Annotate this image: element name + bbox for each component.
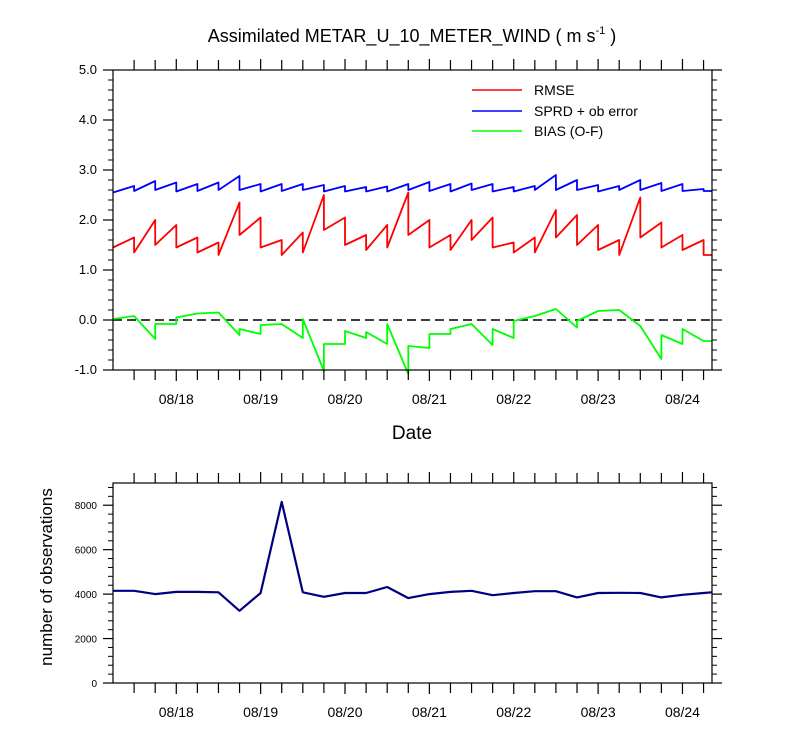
- chart-title: Assimilated METAR_U_10_METER_WIND ( m s-…: [208, 25, 617, 47]
- top-x-axis: 08/18 08/19 08/20 08/21 08/22 08/23 08/24: [133, 59, 705, 407]
- x-tick-label: 08/18: [159, 391, 194, 407]
- y-tick-label: 4.0: [79, 112, 97, 127]
- x-axis-label: Date: [392, 423, 432, 444]
- x-tick-label: 08/20: [327, 704, 362, 720]
- series-line-rmse: [112, 191, 712, 256]
- series-line-observations: [113, 500, 713, 612]
- x-tick-label: 08/22: [496, 704, 531, 720]
- y-tick-label: -1.0: [75, 362, 97, 377]
- x-tick-label: 08/21: [412, 704, 447, 720]
- bottom-y-axis: 0 2000 4000 6000 8000: [75, 486, 722, 690]
- y-tick-label: 5.0: [79, 62, 97, 77]
- x-tick-label: 08/24: [665, 391, 700, 407]
- top-panel: Assimilated METAR_U_10_METER_WIND ( m s-…: [75, 25, 722, 444]
- x-tick-label: 08/19: [243, 391, 278, 407]
- y-tick-label: 0: [91, 679, 97, 690]
- y-tick-label: 3.0: [79, 162, 97, 177]
- y-tick-label: 6000: [75, 546, 98, 557]
- y-tick-label: 1.0: [79, 262, 97, 277]
- y-tick-label: 4000: [75, 590, 98, 601]
- x-tick-label: 08/21: [412, 391, 447, 407]
- x-tick-label: 08/20: [327, 391, 362, 407]
- legend-label-bias: BIAS (O-F): [534, 123, 603, 139]
- series-line-sprd-ob-error: [112, 174, 712, 194]
- x-tick-label: 08/23: [581, 391, 616, 407]
- top-plot-marks: [112, 174, 712, 375]
- x-tick-label: 08/24: [665, 704, 700, 720]
- x-tick-label: 08/22: [496, 391, 531, 407]
- y-tick-label: 2.0: [79, 212, 97, 227]
- bottom-x-axis: 08/18 08/19 08/20 08/21 08/22 08/23 08/24: [133, 472, 705, 720]
- y-tick-label: 2000: [75, 635, 98, 646]
- legend-label-sprd: SPRD + ob error: [534, 103, 638, 119]
- chart-title-main: Assimilated METAR_U_10_METER_WIND ( m s: [208, 26, 596, 47]
- y-tick-label: 8000: [75, 501, 98, 512]
- chart-title-sup: -1: [595, 25, 605, 37]
- top-y-axis: -1.0 0.0 1.0 2.0 3.0 4.0 5.0: [75, 62, 722, 377]
- x-tick-label: 08/19: [243, 704, 278, 720]
- bottom-plot-marks: [113, 500, 713, 612]
- x-tick-label: 08/23: [581, 704, 616, 720]
- chart-title-end: ): [605, 26, 616, 46]
- x-tick-label: 08/18: [159, 704, 194, 720]
- legend: RMSE SPRD + ob error BIAS (O-F): [472, 82, 638, 139]
- bottom-plot-frame: [112, 482, 713, 684]
- y-axis-label: number of observations: [37, 488, 56, 666]
- series-line-bias-o-f: [112, 308, 712, 375]
- y-tick-label: 0.0: [79, 312, 97, 327]
- legend-label-rmse: RMSE: [534, 82, 574, 98]
